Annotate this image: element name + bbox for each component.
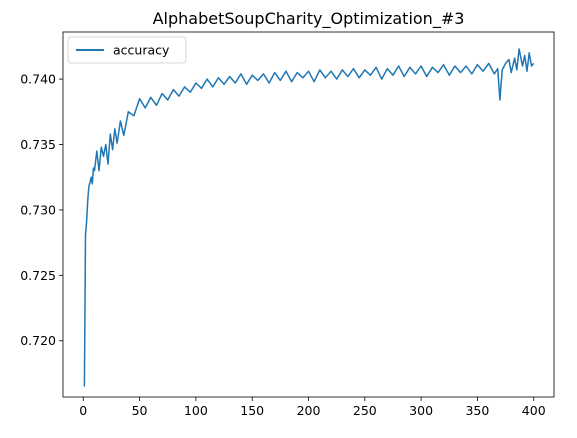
x-tick-label: 300 bbox=[409, 403, 433, 418]
plot-area bbox=[83, 48, 535, 387]
y-tick-label: 0.720 bbox=[20, 333, 56, 348]
y-tick-label: 0.730 bbox=[20, 202, 56, 217]
y-tick-label: 0.735 bbox=[20, 137, 56, 152]
x-tick-label: 400 bbox=[522, 403, 546, 418]
axis-ticks: 0 50 100 150 200 250 300 350 400 0.720 0.725 0.730 0… bbox=[20, 72, 546, 418]
legend: accuracy bbox=[67, 36, 187, 64]
x-tick-label: 350 bbox=[465, 403, 489, 418]
x-tick-label: 150 bbox=[240, 403, 264, 418]
plot-frame bbox=[62, 31, 555, 398]
y-tick-label: 0.725 bbox=[20, 268, 56, 283]
x-tick-label: 100 bbox=[184, 403, 208, 418]
legend-label: accuracy bbox=[113, 43, 170, 58]
x-tick-label: 50 bbox=[132, 403, 148, 418]
y-tick-label: 0.740 bbox=[20, 72, 56, 87]
x-tick-label: 200 bbox=[297, 403, 321, 418]
x-tick-label: 0 bbox=[79, 403, 87, 418]
chart-title: AlphabetSoupCharity_Optimization_#3 bbox=[153, 9, 465, 29]
legend-box bbox=[67, 36, 187, 64]
x-tick-label: 250 bbox=[353, 403, 377, 418]
series-line-accuracy bbox=[83, 48, 535, 387]
